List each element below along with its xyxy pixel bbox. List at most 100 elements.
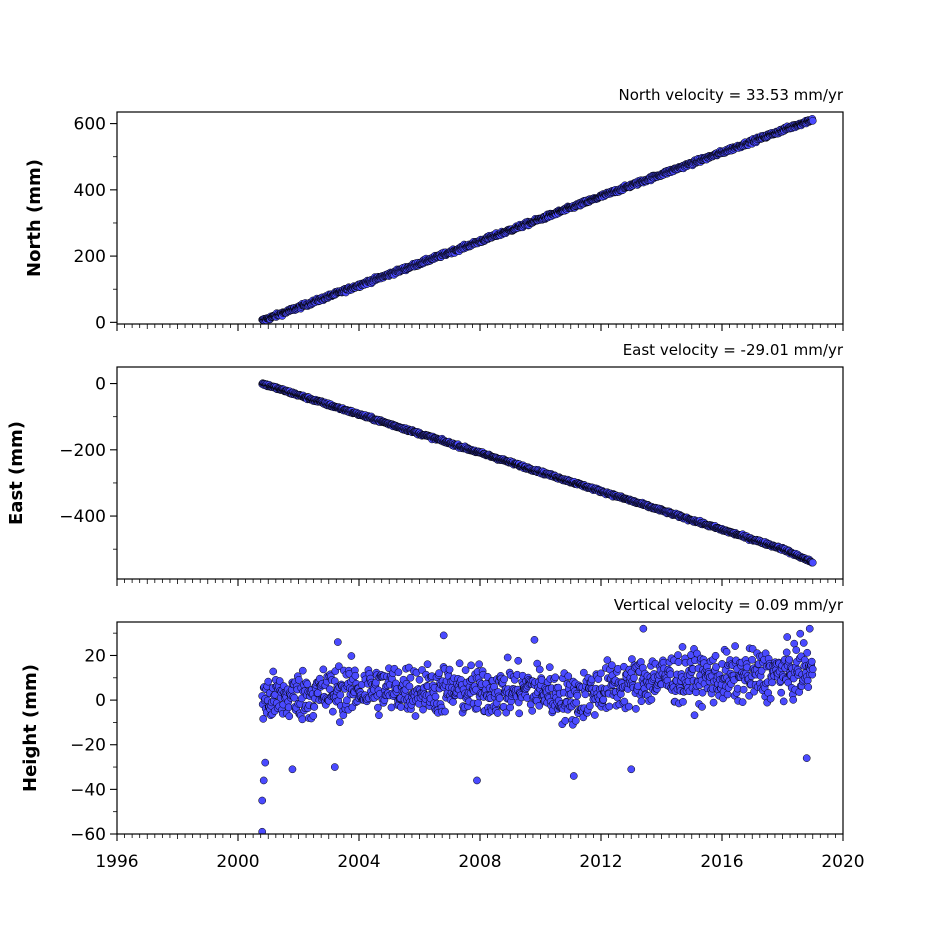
y-tick-label: −20 <box>70 736 106 756</box>
data-point <box>336 718 344 727</box>
data-point <box>495 694 504 703</box>
data-point <box>258 827 267 834</box>
data-point <box>449 698 457 706</box>
data-point <box>441 707 449 716</box>
data-point <box>590 711 599 719</box>
data-point <box>674 658 683 666</box>
axes-frame <box>116 621 844 835</box>
data-point <box>258 796 267 805</box>
data-point <box>309 711 318 720</box>
data-point <box>411 712 420 720</box>
data-point <box>475 660 483 669</box>
data-point <box>723 690 732 699</box>
data-point <box>564 672 573 681</box>
data-point <box>579 668 588 677</box>
axes-frame <box>116 366 844 580</box>
data-point <box>666 670 675 679</box>
data-point <box>603 656 612 664</box>
data-point <box>347 652 356 660</box>
data-point <box>585 702 594 710</box>
data-point <box>500 675 509 684</box>
data-point <box>290 693 299 702</box>
data-point <box>336 691 345 699</box>
data-point <box>712 663 720 671</box>
y-tick-label: −60 <box>70 825 106 845</box>
data-point <box>745 691 753 700</box>
y-tick-label: 200 <box>74 247 106 267</box>
data-point <box>808 116 817 125</box>
height-panel: 20 0 −20 −40 −60 1996 2000 2004 2008 2012 2016 2020… <box>20 596 865 872</box>
velocity-annotation: East velocity = -29.01 mm/yr <box>623 341 844 359</box>
data-point <box>528 706 537 715</box>
data-point <box>423 660 432 669</box>
x-tick-label: 1996 <box>95 852 138 872</box>
y-tick-label: 0 <box>95 375 106 395</box>
data-point <box>493 709 502 717</box>
data-point <box>698 703 706 711</box>
data-point <box>406 673 415 682</box>
data-point <box>545 663 554 672</box>
data-point <box>275 677 284 685</box>
y-tick-label: −200 <box>59 441 106 461</box>
data-point <box>647 695 656 704</box>
data-point <box>264 677 273 686</box>
data-point <box>782 648 791 657</box>
data-point <box>785 655 794 664</box>
data-point <box>474 699 482 707</box>
data-point <box>625 702 633 711</box>
data-point <box>351 671 360 680</box>
data-point <box>779 697 788 706</box>
data-point <box>551 673 560 682</box>
y-tick-label: −400 <box>59 507 106 527</box>
data-point <box>535 665 544 674</box>
data-point <box>514 656 523 665</box>
x-tick-label: 2020 <box>821 852 864 872</box>
y-axis-label: East (mm) <box>6 421 27 525</box>
data-point <box>807 657 816 666</box>
data-point <box>394 668 403 677</box>
data-point <box>515 709 524 718</box>
data-point <box>605 702 614 711</box>
data-point <box>397 703 405 711</box>
data-point <box>796 629 805 638</box>
data-point <box>790 639 799 648</box>
data-point <box>630 674 638 682</box>
velocity-annotation: Vertical velocity = 0.09 mm/yr <box>614 596 844 614</box>
data-point <box>777 688 786 697</box>
data-point <box>303 680 312 688</box>
x-tick-label: 2000 <box>216 852 259 872</box>
data-point <box>288 765 297 774</box>
y-tick-label: 20 <box>84 646 106 666</box>
data-point <box>789 696 798 704</box>
data-point <box>535 701 544 710</box>
data-point <box>445 665 454 674</box>
data-point <box>375 711 383 720</box>
data-point <box>739 685 748 694</box>
data-point <box>808 558 817 567</box>
data-point <box>632 705 640 713</box>
data-point <box>581 690 590 699</box>
data-point <box>692 688 700 697</box>
data-point <box>298 715 307 724</box>
data-point <box>461 666 470 675</box>
data-point <box>285 712 294 721</box>
data-point <box>419 705 427 714</box>
data-point <box>330 763 339 771</box>
data-point <box>690 711 699 720</box>
data-point <box>738 698 747 706</box>
y-axis-label: North (mm) <box>24 159 45 277</box>
data-point <box>768 678 777 687</box>
data-point <box>261 758 270 767</box>
y-tick-label: 400 <box>74 181 106 201</box>
data-point <box>803 648 812 657</box>
data-point <box>722 647 731 656</box>
x-tick-label: 2016 <box>700 852 743 872</box>
data-point <box>693 649 701 658</box>
y-tick-label: 0 <box>95 313 106 333</box>
data-points <box>258 115 817 324</box>
x-tick-label: 2012 <box>579 852 622 872</box>
data-point <box>298 666 307 675</box>
data-point <box>627 765 636 774</box>
y-tick-label: −40 <box>70 780 106 800</box>
